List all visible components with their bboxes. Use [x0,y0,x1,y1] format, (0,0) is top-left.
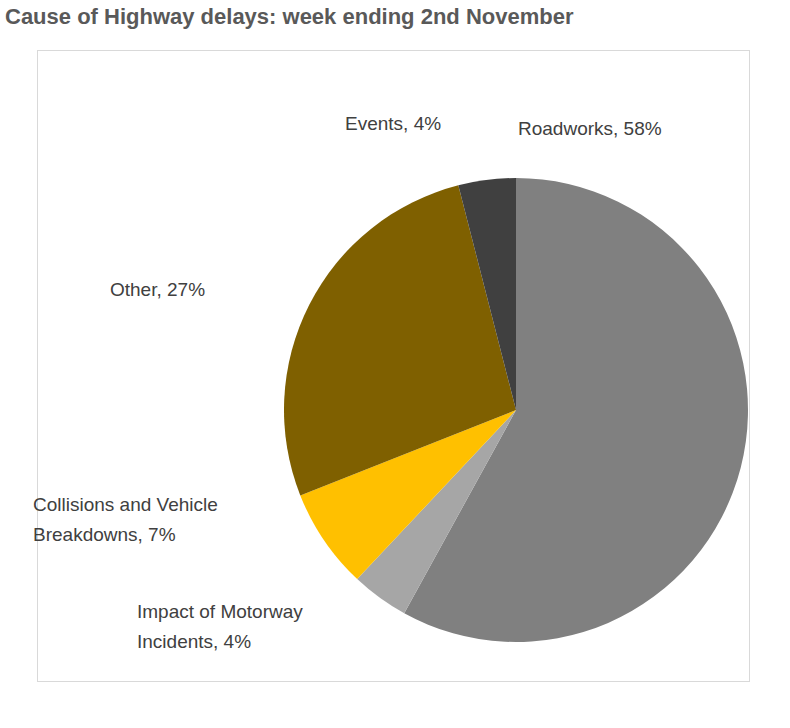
svg-text:Events, 4%: Events, 4% [345,113,441,134]
svg-text:Roadworks, 58%: Roadworks, 58% [518,118,662,139]
svg-text:Other, 27%: Other, 27% [110,279,205,300]
svg-text:Impact of MotorwayIncidents, 4: Impact of MotorwayIncidents, 4% [137,601,303,652]
svg-text:Collisions and VehicleBreakdow: Collisions and VehicleBreakdowns, 7% [33,494,218,545]
html-text:Cause of Highway delays: week: Cause of Highway delays: week ending 2nd… [5,4,574,29]
